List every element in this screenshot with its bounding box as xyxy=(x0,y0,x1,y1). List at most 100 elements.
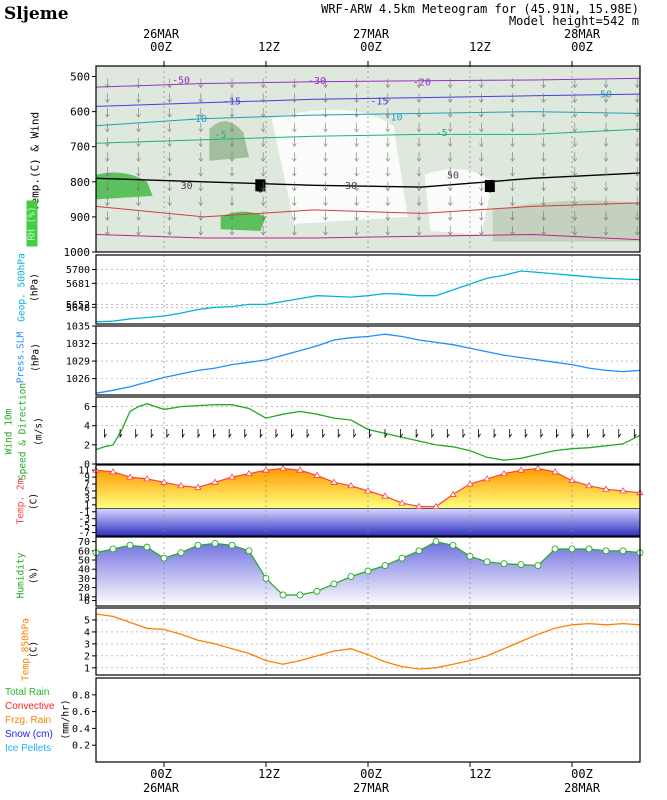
wind-barb xyxy=(292,211,297,221)
wind-barb xyxy=(416,93,422,103)
precip-ytick-label-0: 0.2 xyxy=(72,741,90,752)
wind-barb xyxy=(510,181,515,192)
wind-barb xyxy=(510,137,515,148)
wind-barb xyxy=(541,196,546,207)
wind-barb xyxy=(479,93,484,103)
wind-barb xyxy=(167,181,172,192)
wind-barb xyxy=(136,152,141,162)
humidity-point-14 xyxy=(330,580,338,588)
geop500-ytick-label-1: 5652 xyxy=(66,300,90,311)
temp2m-point-2 xyxy=(126,473,134,480)
humidity-point-19 xyxy=(415,547,423,555)
wind10m-ytick-label-1: 2 xyxy=(84,440,90,451)
wind-barb xyxy=(292,137,297,148)
wind-barb xyxy=(136,211,141,221)
wind-barb xyxy=(260,211,266,221)
wind-barb xyxy=(229,122,235,133)
wind-barb xyxy=(634,108,640,118)
bottom-hour-label-1: 00Z xyxy=(150,767,172,781)
wind-direction-arrow xyxy=(306,429,310,439)
wind-barb xyxy=(105,137,110,148)
bottom-hour-label-2: 12Z xyxy=(258,767,280,781)
temp2m-ytick-label-8: 9 xyxy=(84,473,90,484)
wind-direction-arrow xyxy=(244,429,248,439)
wind-barb xyxy=(572,196,578,207)
wind-barb xyxy=(167,166,172,177)
bottom-hour-label-3: 00Z xyxy=(360,767,382,781)
wind-barb xyxy=(603,93,609,103)
wind-barb xyxy=(136,225,141,236)
wind-barb xyxy=(634,196,640,207)
wind-barb xyxy=(167,108,172,118)
wind-barb xyxy=(634,166,640,177)
bottom-date-label-1: 26MAR xyxy=(142,781,180,795)
wind-barb xyxy=(447,122,453,133)
wind-barb xyxy=(634,78,640,89)
wind-barb xyxy=(385,181,391,192)
wind-barb xyxy=(572,122,578,133)
temp850-ytick-label-2: 3 xyxy=(84,639,90,650)
top-hour-label-4: 12Z xyxy=(469,40,491,54)
wind-barb xyxy=(105,181,110,192)
geop500-series-line xyxy=(95,270,641,323)
wind-barb xyxy=(416,166,422,177)
bottom-hour-label-5: 00Z xyxy=(571,767,593,781)
wind-barb xyxy=(603,196,609,207)
temp-wind-ytick-label-4: 900 xyxy=(70,211,90,224)
wind-barb xyxy=(167,211,172,221)
wind-barb xyxy=(385,137,391,148)
wind-barb xyxy=(447,78,453,89)
chart-title: WRF-ARW 4.5km Meteogram for (45.91N, 15.… xyxy=(321,2,639,16)
humidity-point-31 xyxy=(619,547,627,555)
wind-barb xyxy=(510,152,515,162)
wind-barb xyxy=(198,196,204,207)
wind-barb xyxy=(603,211,609,221)
wind-barb xyxy=(603,108,609,118)
wind-direction-arrow xyxy=(291,429,294,439)
wind-barb xyxy=(572,137,578,148)
wind-barb xyxy=(260,196,266,207)
wind-barb xyxy=(541,122,546,133)
wind-barb xyxy=(510,122,515,133)
isotherm-label-0: -50 xyxy=(172,76,190,87)
wind-barb xyxy=(541,78,546,89)
wind-barb xyxy=(416,78,422,89)
wind-direction-arrow xyxy=(493,429,497,439)
temp2m-point-9 xyxy=(245,469,253,477)
wind-barb xyxy=(603,122,609,133)
temp2m-ytick-label-5: 3 xyxy=(84,493,90,504)
wind-barb xyxy=(229,181,235,192)
wind-barb xyxy=(479,152,484,162)
temp2m-point-16 xyxy=(364,487,372,494)
wind-barb xyxy=(479,166,484,177)
wind-direction-arrow xyxy=(462,429,466,439)
temp2m-point-6 xyxy=(194,483,202,490)
temp2m-panel-frame xyxy=(95,464,641,537)
wind-barb xyxy=(136,78,141,89)
temp2m-point-10 xyxy=(262,466,270,473)
wind10m-panel-frame xyxy=(95,396,641,465)
wind-barb xyxy=(541,211,546,221)
temp2m-ytick-label-2: -3 xyxy=(79,514,90,525)
wind-barb xyxy=(510,108,515,118)
wind-direction-arrow xyxy=(337,429,341,439)
wind-direction-arrow xyxy=(104,429,107,439)
wind-barb xyxy=(572,211,578,221)
humidity-panel-frame xyxy=(95,536,641,607)
wind-barb xyxy=(292,108,297,118)
wind-barb xyxy=(323,108,328,118)
wind-barb xyxy=(634,152,640,162)
temp-wind-ytick-label-0: 500 xyxy=(70,71,90,84)
isotherm-label-5: -10 xyxy=(189,114,207,125)
model-height: Model height=542 m xyxy=(508,14,639,28)
wind-barb xyxy=(603,181,609,192)
wind-barb xyxy=(479,196,484,207)
wind-barb xyxy=(354,137,359,148)
temp2m-point-7 xyxy=(211,478,219,485)
wind-barb xyxy=(354,166,359,177)
temp2m-ytick-label-6: 5 xyxy=(84,486,90,497)
wind-barb xyxy=(447,166,453,177)
top-hour-label-2: 12Z xyxy=(258,40,280,54)
humidity-point-12 xyxy=(296,591,304,599)
wind-barb xyxy=(541,166,546,177)
